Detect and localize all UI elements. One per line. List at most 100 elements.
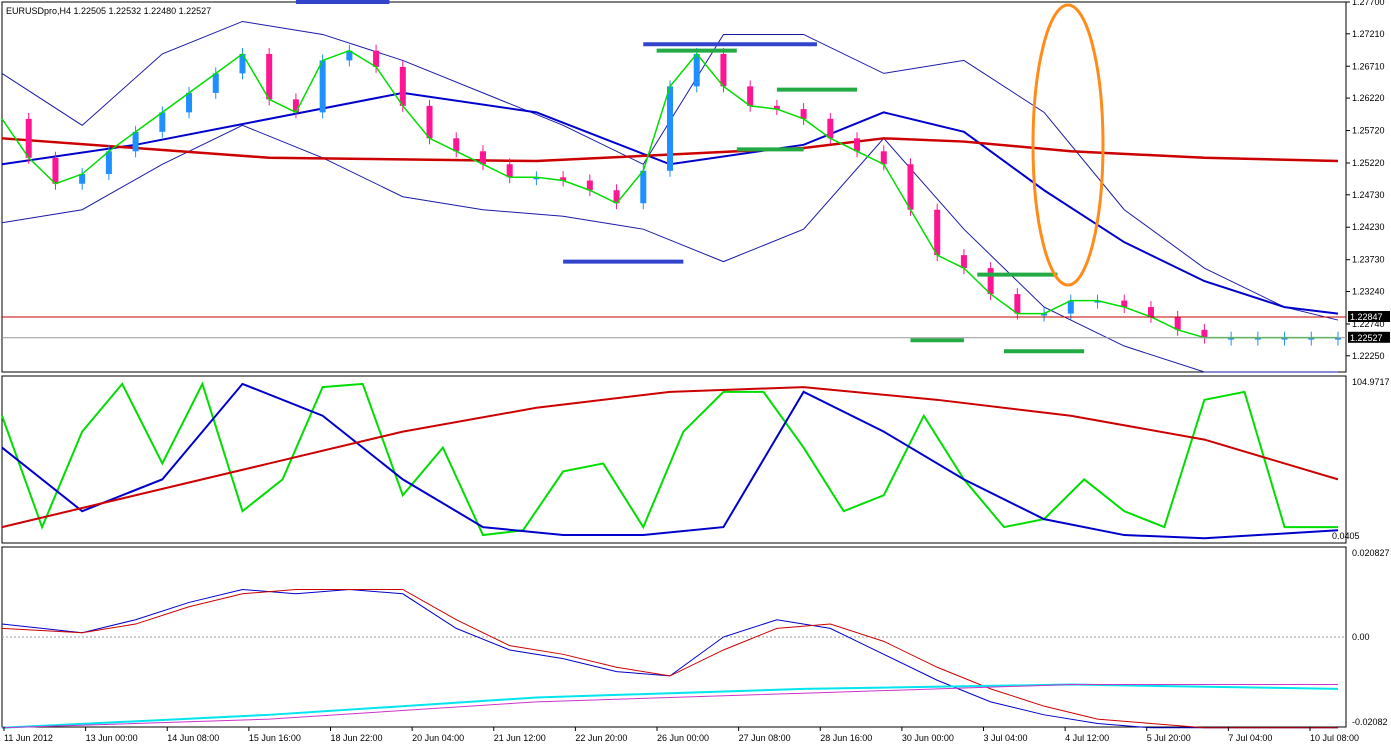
candle-body	[613, 190, 620, 204]
panel-frame-stochastic	[1, 375, 1347, 544]
candle-body	[1281, 337, 1288, 340]
oscillator-line	[1, 683, 1339, 729]
time-axis-label: 21 Jun 12:00	[494, 733, 546, 743]
candle-body	[560, 177, 567, 181]
stochastic-axis-label: 0.0405	[1332, 531, 1360, 541]
price-axis-label: 1.26710	[1352, 61, 1385, 71]
candle-body	[1254, 337, 1261, 340]
candle-body	[373, 50, 380, 67]
price-badge-bg	[1348, 331, 1390, 343]
candle-body	[693, 53, 700, 87]
stochastic-line	[1, 386, 1339, 529]
candle-body	[667, 86, 673, 171]
price-badge-bg	[1348, 311, 1390, 323]
oscillator-line	[1, 588, 1338, 729]
candle-body	[479, 151, 486, 165]
candle-body	[854, 138, 861, 152]
time-axis-label: 14 Jun 08:00	[167, 733, 219, 743]
candle-body	[907, 164, 914, 210]
candle-body	[1014, 294, 1021, 314]
candle-body	[239, 53, 246, 74]
price-axis-label: 1.26220	[1352, 93, 1385, 103]
candle-body	[25, 118, 32, 158]
time-axis-label: 28 Jun 16:00	[820, 733, 872, 743]
candle-body	[640, 170, 647, 204]
time-axis-label: 20 Jun 04:00	[412, 733, 464, 743]
candle-body	[827, 118, 834, 139]
fast-moving-average-line	[1, 49, 1338, 339]
candle-body	[453, 138, 460, 152]
oscillator-axis-label: 0.020827	[1352, 548, 1390, 558]
candle-body	[52, 157, 59, 184]
candle-body	[186, 92, 193, 113]
highlight-ellipse	[1031, 3, 1105, 287]
candle-body	[506, 164, 513, 178]
price-badge-label: 1.22847	[1350, 312, 1383, 322]
candle-body	[1201, 329, 1208, 338]
candle-body	[1067, 300, 1074, 314]
oscillator-line	[1, 684, 1338, 729]
time-axis-label: 22 Jun 20:00	[575, 733, 627, 743]
price-axis-label: 1.23730	[1352, 255, 1385, 265]
price-axis-label: 1.27700	[1352, 0, 1385, 7]
candle-body	[159, 112, 166, 132]
price-axis-label: 1.25720	[1352, 126, 1385, 136]
price-axis-label: 1.27210	[1352, 29, 1385, 39]
candle-body	[1121, 300, 1128, 308]
time-axis-label: 10 Jul 08:00	[1310, 733, 1359, 743]
stochastic-axis-label: 104.9717	[1352, 377, 1390, 387]
time-axis-label: 18 Jun 22:00	[331, 733, 383, 743]
price-axis-label: 1.22740	[1352, 319, 1385, 329]
candle-body	[319, 60, 326, 113]
candle-body	[292, 99, 299, 113]
time-axis-label: 11 Jun 2012	[4, 733, 53, 743]
candle-body	[79, 174, 86, 184]
time-axis-label: 30 Jun 00:00	[902, 733, 954, 743]
bollinger-band-lower	[1, 124, 1338, 373]
candle-body	[880, 151, 887, 165]
candle-body	[426, 105, 433, 139]
candle-body	[934, 209, 941, 256]
slow-moving-average-line	[1, 137, 1339, 163]
stochastic-line	[1, 382, 1339, 540]
candle-body	[1308, 337, 1315, 340]
price-axis-label: 1.23240	[1352, 287, 1385, 297]
candle-body	[1174, 316, 1181, 330]
bollinger-band-upper	[1, 20, 1339, 321]
panel-frame-price	[1, 1, 1347, 373]
candle-body	[1147, 307, 1154, 317]
candle-body	[399, 66, 406, 106]
stochastic-line	[1, 381, 1338, 537]
time-axis-label: 13 Jun 00:00	[86, 733, 138, 743]
candle-body	[987, 268, 994, 295]
candle-body	[533, 177, 540, 180]
candle-body	[1228, 337, 1235, 340]
price-axis-label: 1.24230	[1352, 222, 1385, 232]
candle-body	[800, 109, 807, 119]
time-axis-label: 15 Jun 16:00	[249, 733, 301, 743]
price-badge-label: 1.22527	[1350, 333, 1383, 343]
candle-body	[747, 86, 754, 106]
moving-average-line	[1, 91, 1339, 315]
time-axis-label: 27 Jun 08:00	[739, 733, 791, 743]
candle-body	[1041, 313, 1048, 316]
candle-body	[105, 151, 112, 175]
candle-body	[960, 255, 967, 269]
time-axis-label: 4 Jul 12:00	[1065, 733, 1109, 743]
candle-body	[132, 131, 139, 152]
time-axis-label: 7 Jul 04:00	[1228, 733, 1272, 743]
candle-body	[346, 50, 353, 61]
candle-body	[266, 53, 273, 100]
candle-body	[1094, 300, 1101, 303]
oscillator-axis-label: -0.02082	[1352, 717, 1388, 727]
price-axis-label: 1.24730	[1352, 190, 1385, 200]
candle-body	[773, 105, 780, 110]
time-axis-label: 5 Jul 20:00	[1147, 733, 1191, 743]
chart-header: EURUSDpro,H4 1.22505 1.22532 1.22480 1.2…	[6, 6, 211, 16]
candle-body	[1335, 337, 1341, 340]
candle-body	[720, 53, 727, 87]
candle-body	[212, 73, 219, 93]
